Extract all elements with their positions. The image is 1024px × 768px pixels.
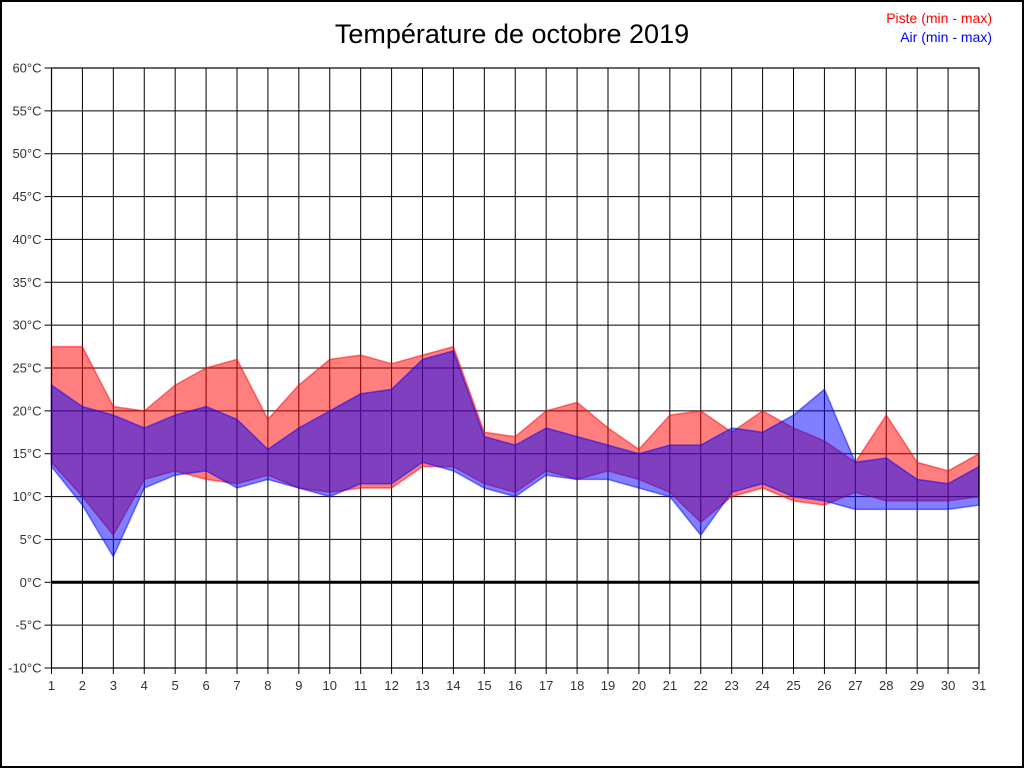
chart-title: Température de octobre 2019	[334, 19, 690, 49]
x-tick-label: 24	[755, 678, 769, 693]
x-tick-label: 30	[941, 678, 955, 693]
x-tick-label: 29	[910, 678, 924, 693]
x-tick-label: 3	[110, 678, 117, 693]
legend-piste-label: Piste (min - max)	[886, 10, 992, 26]
x-tick-label: 13	[415, 678, 429, 693]
x-tick-label: 20	[632, 678, 646, 693]
legend: Piste (min - max) Air (min - max)	[886, 9, 992, 47]
x-tick-label: 16	[508, 678, 522, 693]
x-tick-label: 15	[477, 678, 491, 693]
x-tick-label: 11	[354, 678, 368, 693]
y-tick-label: 20°C	[12, 403, 41, 418]
x-tick-label: 28	[879, 678, 893, 693]
x-tick-label: 12	[384, 678, 398, 693]
y-tick-label: -5°C	[15, 618, 41, 633]
y-tick-label: 60°C	[12, 61, 41, 76]
x-tick-label: 1	[48, 678, 55, 693]
y-tick-label: 40°C	[12, 232, 41, 247]
x-tick-label: 17	[539, 678, 553, 693]
x-tick-label: 10	[323, 678, 337, 693]
y-tick-label: 35°C	[12, 275, 41, 290]
y-tick-label: 30°C	[12, 318, 41, 333]
y-tick-label: 5°C	[20, 532, 42, 547]
x-tick-label: 31	[972, 678, 986, 693]
legend-air-label: Air (min - max)	[900, 29, 992, 45]
x-tick-label: 21	[663, 678, 677, 693]
x-tick-label: 2	[79, 678, 86, 693]
x-tick-label: 18	[570, 678, 584, 693]
y-tick-label: 10°C	[12, 489, 41, 504]
y-tick-label: 55°C	[12, 103, 41, 118]
x-tick-label: 22	[694, 678, 708, 693]
y-tick-label: -10°C	[8, 661, 41, 676]
y-tick-label: 50°C	[12, 146, 41, 161]
x-tick-label: 8	[264, 678, 271, 693]
x-tick-label: 4	[141, 678, 148, 693]
y-tick-label: 15°C	[12, 446, 41, 461]
y-tick-label: 0°C	[20, 575, 42, 590]
x-tick-label: 14	[446, 678, 460, 693]
y-tick-label: 25°C	[12, 361, 41, 376]
y-tick-label: 45°C	[12, 189, 41, 204]
x-tick-label: 9	[295, 678, 302, 693]
x-tick-label: 23	[724, 678, 738, 693]
x-tick-label: 19	[601, 678, 615, 693]
x-tick-label: 6	[202, 678, 209, 693]
x-tick-label: 7	[233, 678, 240, 693]
x-tick-label: 5	[172, 678, 179, 693]
x-tick-label: 27	[848, 678, 862, 693]
x-tick-label: 26	[817, 678, 831, 693]
x-tick-label: 25	[786, 678, 800, 693]
